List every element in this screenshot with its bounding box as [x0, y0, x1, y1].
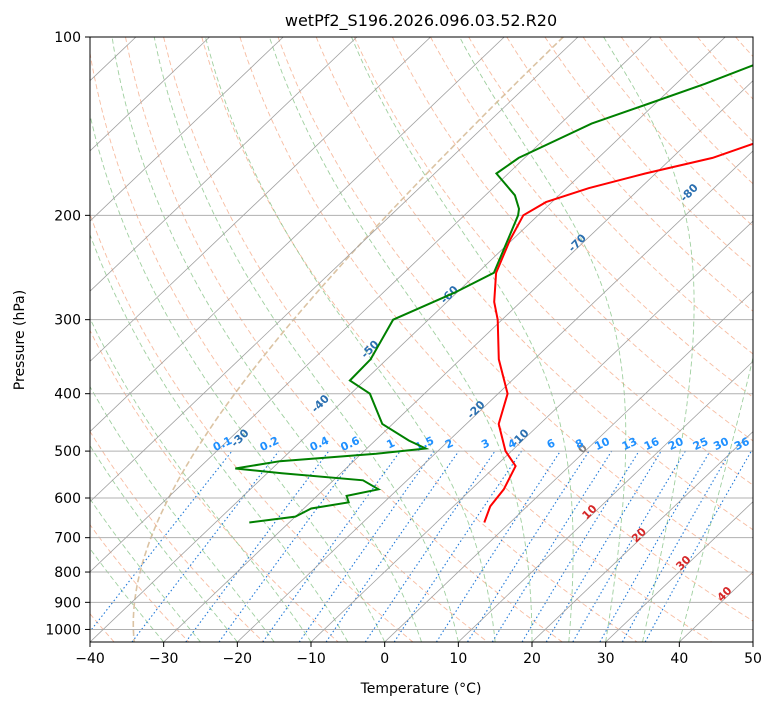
y-tick-label: 800: [54, 565, 81, 581]
dry-adiabat: [430, 37, 753, 398]
isotherm--10: [310, 220, 753, 642]
chart-title: wetPf2_S196.2026.096.03.52.R20: [285, 11, 557, 31]
moist-adiabat: [678, 355, 753, 642]
mixing-ratio-line: [364, 450, 496, 642]
isotherm-20: [531, 430, 753, 642]
y-axis-label: Pressure (hPa): [12, 290, 28, 390]
mixing-ratio-label: 30: [711, 435, 731, 453]
background-lines: [90, 37, 753, 642]
x-tick-label: −20: [223, 651, 253, 667]
isotherm--100: [90, 37, 284, 222]
y-tick-label: 300: [54, 313, 81, 329]
dry-adiabat: [201, 37, 712, 642]
dry-adiabat: [90, 212, 414, 642]
mixing-ratio-label: 16: [642, 435, 662, 453]
x-tick-label: −10: [296, 651, 326, 667]
mixing-ratio-labels: 0.1 0.2 0.4 0.6 1 1.5 2 3 4 6 8 10 13 16 20 25 30 36: [211, 434, 752, 454]
y-tick-label: 600: [54, 491, 81, 507]
dry-adiabat: [239, 37, 753, 622]
mixing-ratio-line: [435, 450, 561, 642]
moist-adiabat: [90, 112, 386, 642]
mixing-ratio-label: 20: [666, 435, 686, 453]
moist-adiabat: [111, 37, 422, 642]
mixing-ratio-label: 25: [691, 435, 710, 453]
mixing-ratio-line: [218, 450, 361, 642]
x-tick-label: −30: [149, 651, 179, 667]
mixing-ratio-line: [298, 450, 435, 642]
isotherm-10: [458, 360, 753, 642]
isotherm-30: [605, 501, 753, 642]
x-tick-label: 50: [744, 651, 762, 667]
x-tick-label: 0: [380, 651, 389, 667]
y-tick-label: 900: [54, 595, 81, 611]
dry-adiabat: [125, 37, 563, 642]
y-tick-label: 400: [54, 387, 81, 403]
dry-adiabat: [506, 37, 753, 312]
y-tick-label: 100: [54, 30, 81, 46]
y-tick-label: 700: [54, 531, 81, 547]
mixing-ratio-line: [521, 450, 640, 642]
y-tick-label: 500: [54, 444, 81, 460]
x-tick-label: 30: [597, 651, 615, 667]
x-tick-label: −40: [75, 651, 105, 667]
x-tick-label: 10: [449, 651, 467, 667]
isotherm--40: [90, 37, 726, 642]
grid-lines: [90, 37, 753, 642]
isotherm--20: [237, 150, 753, 642]
moist-adiabat: [90, 444, 238, 642]
theta-e-curve: [132, 37, 564, 642]
moist-adiabat: [459, 37, 627, 642]
mixing-ratio-label: 36: [732, 435, 752, 453]
profile-lines: [235, 64, 753, 524]
dry-adiabat: [90, 329, 339, 642]
mixing-ratio-line: [621, 450, 732, 642]
mixing-ratio-label: 10: [593, 435, 613, 453]
dry-adiabat: [353, 37, 753, 486]
isotherm--110: [90, 37, 210, 152]
moist-adiabat: [90, 385, 275, 642]
x-axis-label: Temperature (°C): [360, 681, 482, 697]
moist-adiabat: [204, 37, 496, 642]
isotherm--60: [90, 37, 579, 503]
isotherm--50: [90, 37, 652, 573]
plot-frame: [89, 36, 754, 643]
moist-adiabat: [268, 37, 533, 642]
moist-adiabat: [603, 37, 695, 642]
dewpoint-profile: [235, 64, 753, 524]
y-tick-label: 200: [54, 208, 81, 224]
x-tick-label: 40: [670, 651, 688, 667]
isotherm--90: [90, 37, 358, 292]
isotherm--70: [90, 37, 505, 433]
mixing-ratio-line: [325, 450, 460, 642]
dry-adiabat: [90, 50, 488, 642]
mixing-ratio-line: [262, 450, 401, 642]
dry-adiabat: [468, 37, 753, 355]
moist-adiabat: [90, 233, 349, 642]
y-axis-ticks: 100 200 300 400 500 600 700 800 900 1000: [45, 30, 90, 638]
mixing-ratio-line: [185, 450, 330, 642]
isotherm--30: [163, 80, 753, 642]
y-tick-label: 1000: [45, 622, 81, 638]
mixing-ratio-line: [467, 450, 590, 642]
mixing-ratio-label: 13: [620, 435, 639, 453]
dry-adiabat: [163, 37, 638, 642]
moist-adiabat: [153, 37, 459, 642]
x-axis-ticks: −40 −30 −20 −10 0 10 20 30 40 50: [75, 642, 762, 667]
dry-adiabat: [315, 37, 753, 531]
isotherm--80: [90, 37, 431, 362]
dry-adiabat: [620, 37, 753, 185]
dry-adiabat: [582, 37, 753, 227]
isotherm-0: [384, 290, 753, 642]
temperature-profile: [483, 142, 753, 523]
x-tick-label: 20: [523, 651, 541, 667]
